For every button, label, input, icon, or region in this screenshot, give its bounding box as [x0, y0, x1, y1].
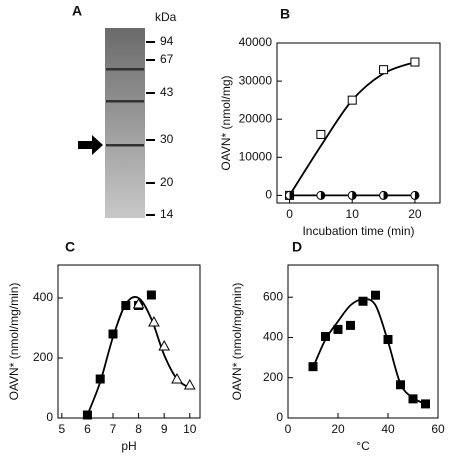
plot-frame — [287, 264, 439, 419]
curve — [86, 296, 191, 416]
point — [121, 301, 131, 310]
point — [146, 290, 156, 300]
gel-band — [106, 144, 144, 147]
point-fill — [352, 191, 357, 200]
point — [158, 339, 171, 351]
y-tick-label: 0 — [46, 410, 53, 424]
point — [346, 320, 355, 330]
marker-label: 30 — [160, 132, 174, 146]
curve — [288, 61, 416, 196]
y-tick-label: 0 — [276, 410, 283, 424]
point — [371, 290, 380, 300]
point — [108, 329, 118, 339]
x-tick-label: 5 — [58, 422, 65, 436]
point — [321, 331, 330, 341]
point-fill — [414, 191, 419, 200]
marker-label: 14 — [160, 207, 174, 221]
y-tick-label: 400 — [263, 330, 283, 344]
panel-label: D — [292, 239, 302, 255]
x-tick-label: 10 — [346, 207, 360, 221]
x-axis-label: Incubation time (min) — [302, 224, 414, 238]
panel-label: A — [72, 3, 82, 19]
point — [82, 410, 92, 420]
point — [333, 324, 343, 334]
point — [379, 190, 389, 200]
point-fill — [383, 191, 388, 200]
panel-label: B — [280, 6, 290, 22]
y-tick-label: 600 — [263, 289, 283, 303]
y-tick-label: 200 — [33, 350, 53, 364]
y-tick-label: 20000 — [239, 111, 273, 125]
x-tick-label: 60 — [431, 422, 445, 436]
marker-label: 43 — [160, 85, 174, 99]
point — [285, 190, 295, 200]
y-tick-label: 0 — [265, 188, 272, 202]
plot-frame — [57, 264, 201, 419]
x-tick-label: 9 — [161, 422, 168, 436]
marker-label: 94 — [160, 34, 174, 48]
point — [347, 95, 357, 105]
point — [316, 129, 326, 139]
x-axis-label: °C — [356, 439, 370, 453]
x-axis-label: pH — [121, 439, 136, 453]
point — [396, 380, 405, 390]
gel-band — [106, 100, 144, 103]
x-tick-label: 20 — [408, 207, 422, 221]
point — [358, 296, 368, 306]
x-tick-label: 6 — [84, 422, 91, 436]
point — [132, 297, 145, 309]
point — [308, 362, 318, 372]
point — [148, 315, 160, 327]
x-tick-label: 0 — [286, 207, 293, 221]
point-fill — [320, 191, 325, 200]
marker-label: 67 — [160, 52, 174, 66]
point-fill — [289, 191, 294, 200]
plot-frame — [276, 42, 441, 204]
panel-label: C — [65, 239, 75, 255]
point — [410, 57, 420, 67]
gel-band — [106, 68, 144, 71]
x-tick-label: 8 — [135, 422, 142, 436]
point — [316, 190, 326, 200]
y-axis-label: OAVN* (nmol/mg/min) — [230, 283, 244, 401]
point — [183, 378, 196, 390]
unit-label: kDa — [155, 10, 177, 24]
y-tick-label: 10000 — [239, 149, 273, 163]
point — [95, 374, 105, 384]
x-tick-label: 40 — [381, 422, 395, 436]
curve — [312, 298, 426, 405]
point — [421, 399, 430, 409]
point — [379, 65, 389, 75]
y-tick-label: 400 — [33, 290, 53, 304]
point — [410, 190, 420, 200]
y-axis-label: OAVN* (nmol/mg/min) — [7, 283, 21, 401]
y-tick-label: 30000 — [239, 73, 273, 87]
y-tick-label: 40000 — [239, 35, 273, 49]
y-tick-label: 200 — [263, 370, 283, 384]
point — [347, 190, 357, 200]
point — [383, 334, 393, 344]
point — [408, 394, 418, 404]
x-tick-label: 0 — [285, 422, 292, 436]
x-tick-label: 20 — [331, 422, 345, 436]
x-tick-label: 10 — [183, 422, 197, 436]
arrow — [78, 135, 103, 155]
point — [171, 372, 183, 384]
marker-label: 20 — [160, 175, 174, 189]
y-axis-label: OAVN* (nmol/mg) — [219, 75, 233, 170]
x-tick-label: 7 — [110, 422, 117, 436]
gel-lane — [105, 28, 145, 218]
